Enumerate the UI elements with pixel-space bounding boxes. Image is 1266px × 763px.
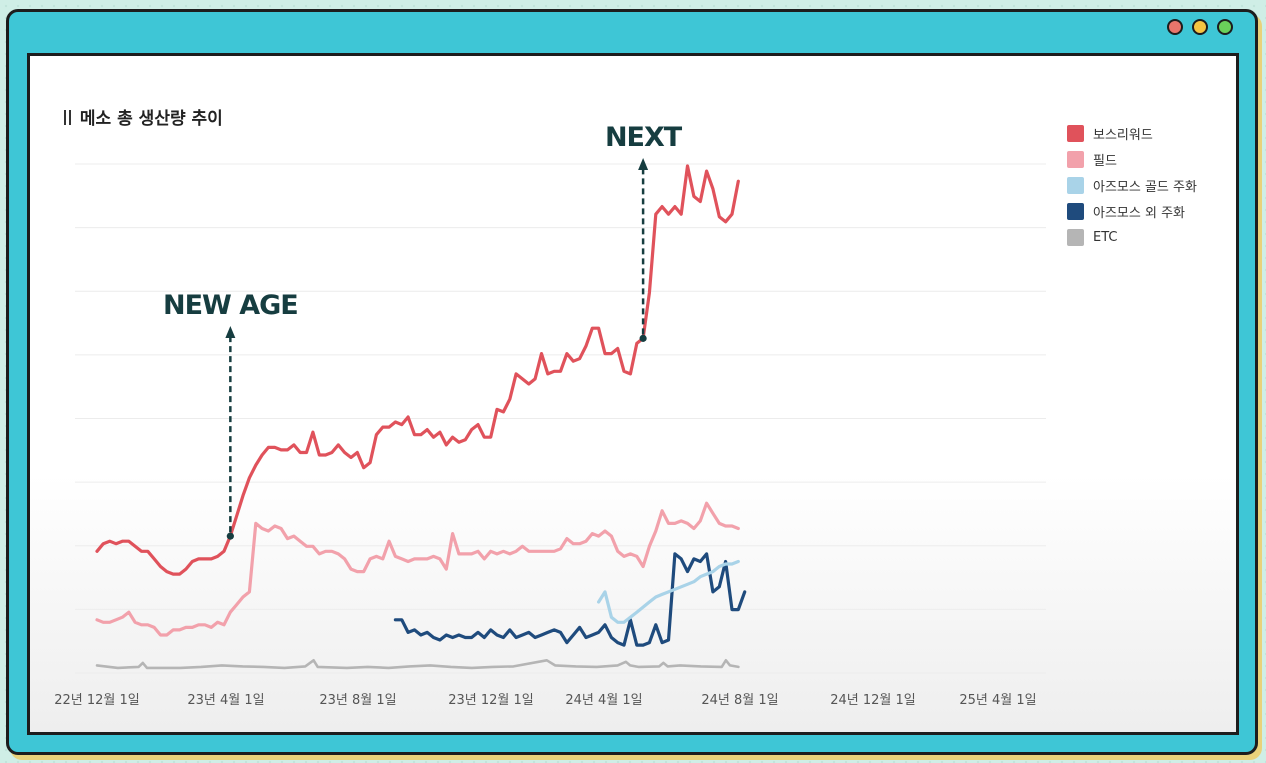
annotation-label: NEW AGE	[163, 290, 298, 321]
series-line	[95, 164, 740, 576]
annotation-arrow-head	[638, 158, 649, 170]
minimize-button[interactable]	[1192, 19, 1208, 35]
x-tick-label: 24년 4월 1일	[565, 693, 642, 708]
legend-swatch	[1067, 228, 1084, 246]
legend-label: 보스리워드	[1093, 127, 1153, 143]
legend-item: 필드	[1067, 146, 1197, 172]
x-tick-label: 24년 12월 1일	[830, 693, 916, 708]
legend-item: ETC	[1067, 224, 1197, 250]
line-chart: 22년 12월 1일 23년 4월 1일 23년 8월 1일 23년 12월 1일 24…	[54, 122, 1046, 708]
legend-swatch	[1067, 150, 1084, 168]
annotation-label: NEXT	[605, 122, 683, 153]
legend-swatch	[1067, 202, 1084, 220]
maximize-button[interactable]	[1217, 19, 1233, 35]
legend-label: ETC	[1093, 229, 1118, 245]
series-line	[597, 559, 740, 624]
legend-swatch	[1067, 176, 1084, 194]
close-button[interactable]	[1167, 19, 1183, 35]
legend-label: 아즈모스 외 주화	[1093, 205, 1185, 221]
x-tick-label: 25년 4월 1일	[959, 693, 1036, 708]
x-tick-label: 24년 8월 1일	[701, 693, 778, 708]
annotation-point	[226, 532, 234, 540]
gridlines	[75, 163, 1046, 674]
legend-item: 아즈모스 외 주화	[1067, 198, 1197, 224]
x-tick-label: 22년 12월 1일	[54, 693, 140, 708]
legend-label: 필드	[1093, 153, 1117, 169]
chart-title-text: 메소 총 생산량 추이	[79, 109, 223, 129]
window-controls	[1167, 19, 1233, 35]
legend-item: 아즈모스 골드 주화	[1067, 172, 1197, 198]
annotation-point	[639, 334, 647, 342]
series-line	[393, 552, 747, 647]
legend-item: 보스리워드	[1067, 120, 1197, 146]
legend-swatch	[1067, 124, 1084, 142]
x-tick-label: 23년 4월 1일	[187, 693, 264, 708]
annotation-arrow-head	[225, 326, 236, 338]
series-line	[95, 659, 740, 670]
x-tick-label: 23년 12월 1일	[448, 693, 534, 708]
series-line	[95, 501, 740, 637]
x-tick-label: 23년 8월 1일	[319, 693, 396, 708]
chart-title: 메소 총 생산량 추이	[64, 104, 223, 129]
legend-label: 아즈모스 골드 주화	[1093, 179, 1197, 195]
